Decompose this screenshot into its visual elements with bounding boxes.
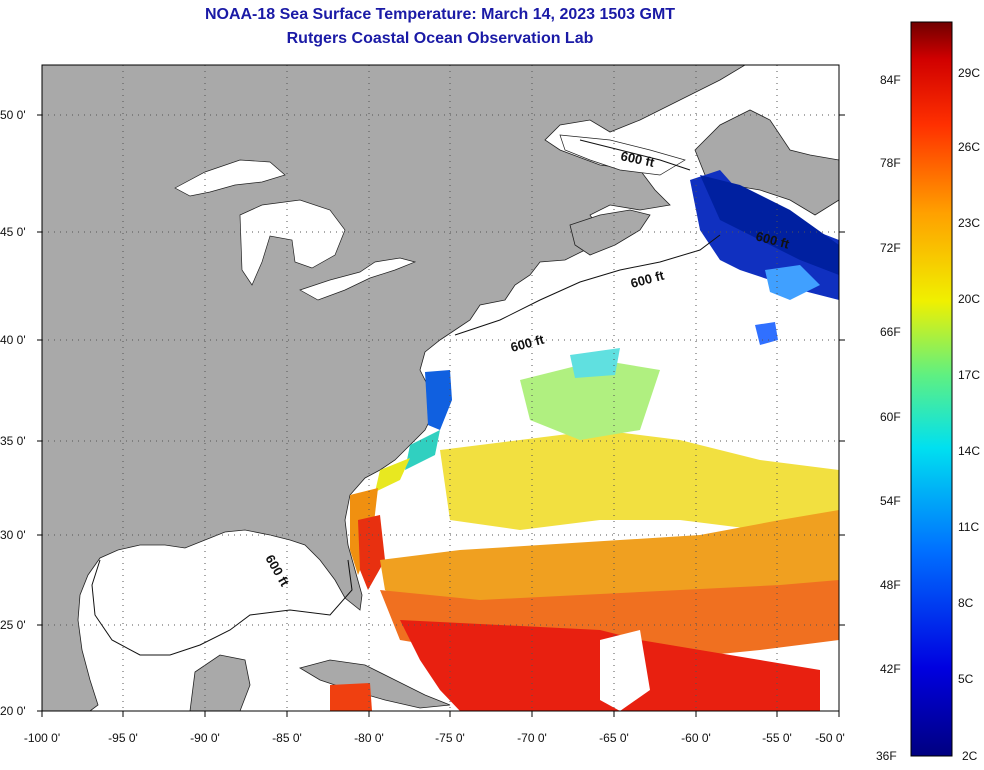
colorbar-c-label: 26C — [958, 140, 980, 154]
colorbar-c-label: 29C — [958, 66, 980, 80]
lat-label: 30 0' — [0, 528, 26, 542]
colorbar-c-label: 8C — [958, 596, 974, 610]
lon-label: -95 0' — [108, 731, 138, 745]
lon-label: -75 0' — [435, 731, 465, 745]
lake-superior — [174, 159, 286, 197]
lon-label: -65 0' — [599, 731, 629, 745]
colorbar-c-label: 11C — [958, 520, 979, 534]
lon-label: -85 0' — [272, 731, 302, 745]
colorbar-f-label: 42F — [880, 662, 901, 676]
colorbar-f-label: 48F — [880, 578, 901, 592]
isobath-600ft-gulf — [91, 559, 353, 656]
lon-label: -60 0' — [681, 731, 711, 745]
lon-label: -80 0' — [354, 731, 384, 745]
latitude-labels: 50 0' 45 0' 40 0' 35 0' 30 0' 25 0' 20 0… — [0, 108, 26, 718]
lat-label: 45 0' — [0, 225, 26, 239]
sst-data — [330, 170, 839, 711]
map-subtitle: Rutgers Coastal Ocean Observation Lab — [286, 30, 594, 47]
colorbar-c-label: 14C — [958, 444, 980, 458]
lat-label: 40 0' — [0, 333, 26, 347]
contour-label-gulf-st-lawrence: 600 ft — [619, 148, 656, 170]
colorbar: 84F 78F 72F 66F 60F 54F 48F 42F 36F 29C … — [876, 21, 980, 763]
colorbar-f-label: 84F — [880, 73, 901, 87]
map-area: 600 ft 600 ft 600 ft 600 ft 600 ft — [42, 65, 839, 711]
colorbar-f-label: 54F — [880, 494, 901, 508]
lon-label: -90 0' — [190, 731, 220, 745]
colorbar-f-label: 66F — [880, 325, 901, 339]
colorbar-c-label: 17C — [958, 368, 980, 382]
colorbar-f-label: 72F — [880, 241, 901, 255]
land-yucatan — [189, 654, 251, 711]
land-north-america — [42, 65, 746, 711]
colorbar-ramp — [910, 21, 953, 757]
lake-michigan-huron — [239, 199, 346, 286]
map-title: NOAA-18 Sea Surface Temperature: March 1… — [204, 6, 676, 23]
st-lawrence — [559, 134, 686, 176]
lon-label: -55 0' — [762, 731, 792, 745]
colorbar-c-label: 23C — [958, 216, 980, 230]
graticule — [42, 65, 839, 711]
lat-label: 35 0' — [0, 434, 26, 448]
lat-label: 20 0' — [0, 704, 26, 718]
longitude-labels: -100 0' -95 0' -90 0' -85 0' -80 0' -75 … — [24, 731, 845, 745]
colorbar-f-label: 60F — [880, 410, 901, 424]
isobath-600ft — [454, 139, 721, 336]
land-nova-scotia — [569, 209, 651, 256]
lon-label: -100 0' — [24, 731, 60, 745]
colorbar-c-label: 2C — [962, 749, 978, 763]
lon-label: -70 0' — [517, 731, 547, 745]
lat-label: 25 0' — [0, 618, 26, 632]
colorbar-c-label: 5C — [958, 672, 974, 686]
colorbar-f-label: 78F — [880, 156, 901, 170]
colorbar-f-label: 36F — [876, 749, 897, 763]
colorbar-c-label: 20C — [958, 292, 980, 306]
lat-label: 50 0' — [0, 108, 26, 122]
lake-erie-ontario — [299, 257, 417, 301]
lon-label: -50 0' — [815, 731, 845, 745]
